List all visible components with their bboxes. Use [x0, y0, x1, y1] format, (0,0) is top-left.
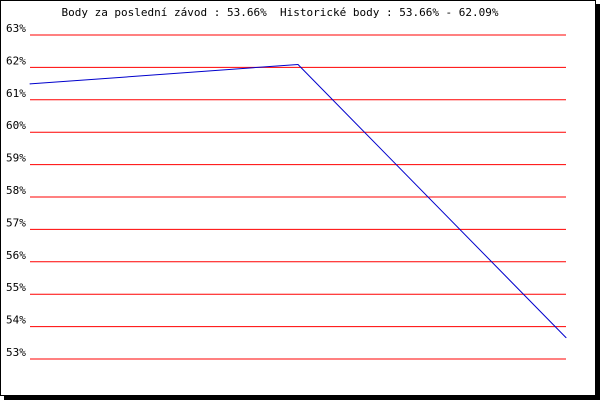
- data-point: [29, 83, 31, 85]
- data-point: [297, 63, 299, 65]
- y-tick-label: 56%: [6, 249, 26, 262]
- y-tick-label: 57%: [6, 216, 26, 229]
- y-tick-label: 59%: [6, 152, 26, 165]
- series-line-segment: [297, 64, 567, 338]
- series-line-segment: [29, 63, 299, 85]
- y-tick-label: 58%: [6, 184, 26, 197]
- y-tick-label: 60%: [6, 119, 26, 132]
- data-point: [565, 337, 567, 339]
- y-tick-label: 61%: [6, 87, 26, 100]
- y-tick-label: 53%: [6, 346, 26, 359]
- y-tick-label: 55%: [6, 281, 26, 294]
- y-tick-label: 54%: [6, 314, 26, 327]
- y-tick-label: 63%: [6, 22, 26, 35]
- y-tick-label: 62%: [6, 54, 26, 67]
- chart-title: Body za poslední závod : 53.66% Historic…: [61, 6, 499, 19]
